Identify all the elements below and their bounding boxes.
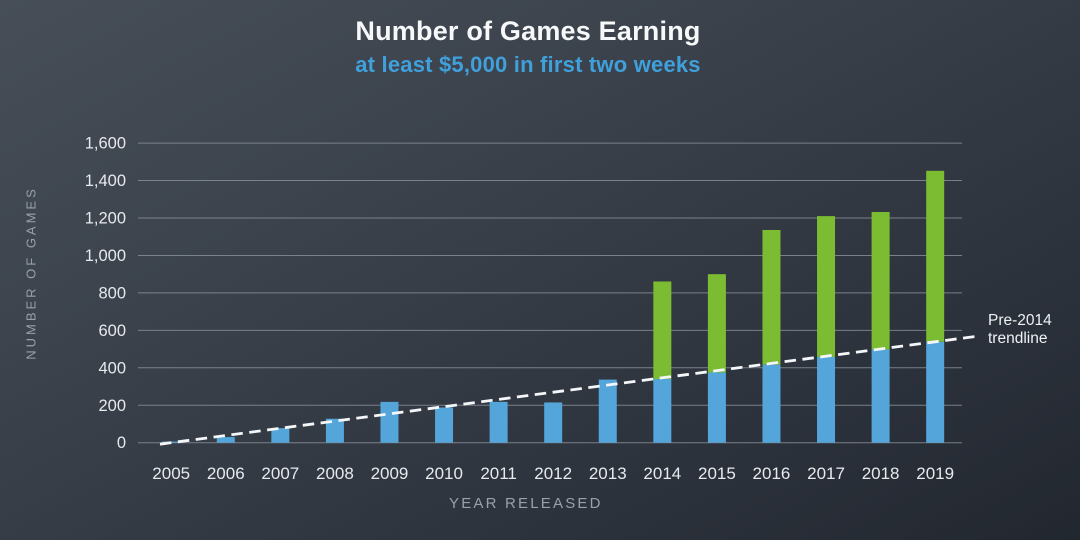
bar-2013-below-trendline	[598, 379, 617, 443]
y-tick-label: 1,600	[85, 135, 126, 153]
bar-2017-below-trendline	[817, 356, 836, 443]
bar-2017-above-trendline	[817, 216, 836, 357]
chart-header: Number of Games Earning at least $5,000 …	[0, 16, 1056, 78]
x-axis-title: YEAR RELEASED	[449, 495, 603, 512]
y-tick-label: 1,200	[85, 210, 126, 228]
y-tick-label: 800	[98, 284, 126, 302]
bar-2016-below-trendline	[762, 364, 781, 443]
bar-2012-below-trendline	[544, 402, 563, 443]
bar-2014-below-trendline	[653, 379, 672, 443]
bar-2007-below-trendline	[271, 428, 290, 443]
bar-2019-below-trendline	[926, 341, 945, 443]
bar-2018-above-trendline	[871, 212, 890, 350]
bar-2015-above-trendline	[707, 274, 726, 373]
x-tick-label: 2006	[207, 464, 245, 483]
trendline-label: Pre-2014 trendline	[988, 312, 1052, 348]
y-tick-label: 1,000	[85, 247, 126, 265]
bar-2010-below-trendline	[435, 407, 454, 443]
x-tick-label: 2015	[698, 464, 736, 483]
y-tick-label: 0	[117, 434, 126, 452]
y-tick-label: 600	[98, 322, 126, 340]
bar-2008-below-trendline	[325, 418, 344, 443]
trendline-label-line2: trendline	[988, 330, 1048, 347]
bar-2006-below-trendline	[216, 437, 235, 443]
x-tick-label: 2016	[753, 464, 791, 483]
x-tick-label: 2009	[371, 464, 409, 483]
y-tick-label: 1,400	[85, 172, 126, 190]
trendline-label-line1: Pre-2014	[988, 312, 1052, 329]
y-tick-label: 200	[98, 397, 126, 415]
bar-2014-above-trendline	[653, 281, 672, 380]
x-tick-label: 2018	[862, 464, 900, 483]
bar-2015-below-trendline	[707, 372, 726, 443]
x-tick-label: 2019	[916, 464, 954, 483]
x-tick-label: 2011	[480, 464, 517, 483]
x-tick-label: 2007	[261, 464, 299, 483]
x-tick-label: 2013	[589, 464, 627, 483]
bar-2011-below-trendline	[489, 401, 508, 443]
x-tick-label: 2017	[807, 464, 845, 483]
bar-2009-below-trendline	[380, 401, 399, 443]
x-tick-label: 2014	[643, 464, 681, 483]
x-tick-label: 2012	[534, 464, 572, 483]
chart-title: Number of Games Earning	[355, 16, 701, 46]
bar-2018-below-trendline	[871, 349, 890, 443]
bar-2019-above-trendline	[926, 170, 945, 342]
bar-2016-above-trendline	[762, 229, 781, 365]
x-tick-label: 2010	[425, 464, 463, 483]
chart-subtitle: at least $5,000 in first two weeks	[355, 52, 701, 77]
pre-2014-trendline	[159, 334, 979, 446]
x-tick-label: 2008	[316, 464, 354, 483]
y-tick-label: 400	[98, 359, 126, 377]
x-tick-label: 2005	[152, 464, 190, 483]
